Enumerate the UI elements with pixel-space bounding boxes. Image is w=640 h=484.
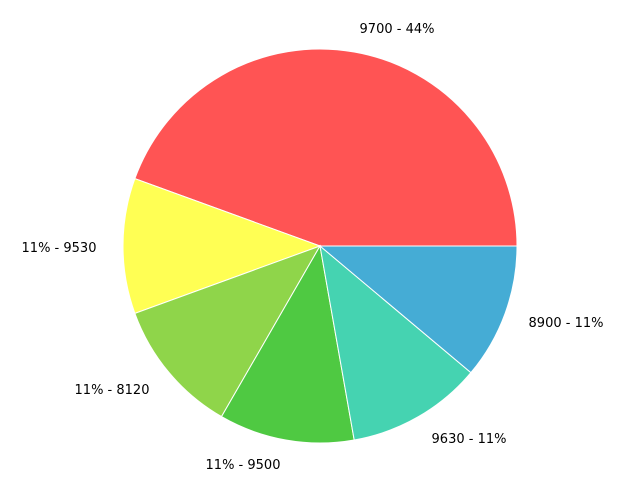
pie-slice-6 [318, 245, 518, 374]
pie-slice-label-6: 8900 - 11% [529, 316, 604, 331]
pie-slice-label-5: 9630 - 11% [432, 432, 507, 447]
pie-slice-2 [122, 177, 322, 315]
pie-slice-1 [134, 48, 518, 247]
pie-slice-label-2: 11% - 9530 [22, 241, 97, 256]
pie-slice-label-3: 11% - 8120 [75, 383, 150, 398]
pie-slice-3 [134, 245, 322, 418]
pie-slice-label-4: 11% - 9500 [206, 458, 281, 473]
pie-labels: 9700 - 44% 11% - 9530 11% - 8120 11% - 9500… [22, 22, 604, 473]
pie-slices [122, 48, 518, 444]
pie-slice-5 [319, 244, 472, 441]
pie-slice-label-1: 9700 - 44% [360, 22, 435, 37]
pie-slice-4 [220, 244, 355, 444]
